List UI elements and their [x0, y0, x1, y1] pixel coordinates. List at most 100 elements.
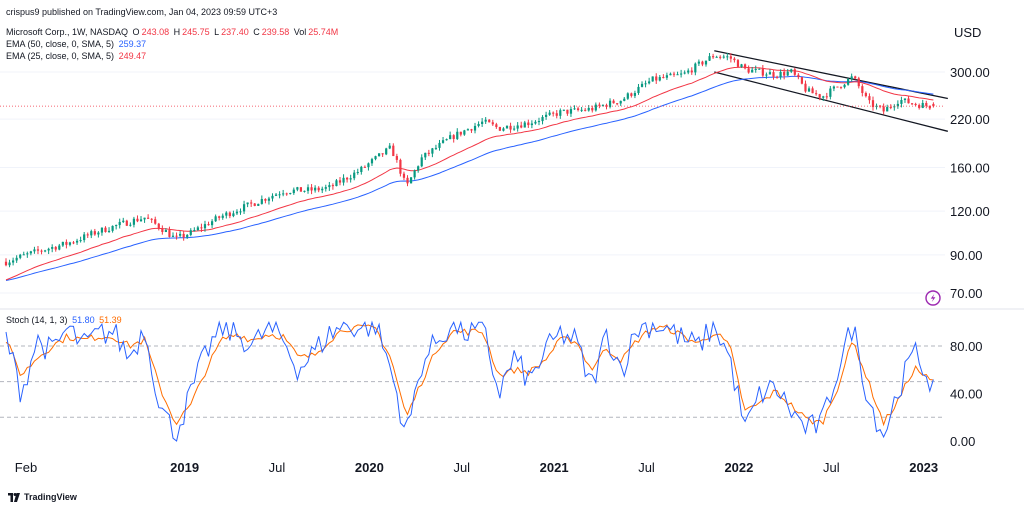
- candlestick: [896, 100, 899, 109]
- candle-body: [246, 202, 249, 205]
- candle-body: [555, 113, 558, 116]
- candle-body: [687, 70, 690, 73]
- candlestick: [829, 86, 832, 100]
- candle-body: [132, 218, 136, 225]
- candlestick: [370, 157, 374, 166]
- candlestick: [619, 100, 622, 106]
- candle-body: [676, 74, 679, 76]
- candle-body: [630, 93, 633, 96]
- candlestick: [257, 203, 260, 206]
- candlestick: [115, 224, 118, 230]
- candle-body: [520, 125, 523, 128]
- candlestick: [576, 106, 580, 112]
- candlestick: [690, 67, 693, 75]
- symbol-legend[interactable]: Microsoft Corp., 1W, NASDAQ O 243.08 H 245…: [6, 26, 340, 38]
- candle-body: [544, 114, 548, 117]
- candle-body: [790, 69, 793, 72]
- stoch-k-value: 51.80: [72, 315, 95, 325]
- candlestick: [356, 168, 359, 175]
- candlestick: [836, 86, 839, 88]
- candlestick: [573, 105, 576, 110]
- candle-body: [473, 125, 477, 131]
- candlestick: [58, 243, 61, 251]
- candlestick: [420, 154, 423, 168]
- candlestick: [687, 68, 690, 75]
- candlestick: [747, 65, 750, 74]
- candle-body: [740, 64, 743, 67]
- candle-body: [388, 145, 391, 149]
- candlestick: [658, 74, 661, 82]
- close-label: C: [253, 27, 260, 37]
- candlestick: [893, 104, 896, 111]
- candlestick: [601, 104, 605, 107]
- candlestick: [36, 245, 40, 255]
- candle-body: [743, 64, 747, 69]
- candlestick: [711, 53, 715, 59]
- candlestick: [552, 111, 555, 117]
- candle-body: [175, 235, 178, 237]
- candle-body: [122, 220, 125, 222]
- candlestick: [630, 92, 633, 98]
- candle-body: [43, 250, 47, 252]
- candle-body: [669, 73, 672, 76]
- ema50-value: 259.37: [118, 39, 147, 49]
- candlestick: [86, 232, 89, 239]
- lightning-icon[interactable]: [925, 290, 941, 306]
- candlestick: [481, 118, 484, 127]
- candle-body: [171, 235, 175, 237]
- candle-body: [235, 211, 239, 214]
- channel-lower-line: [714, 71, 949, 132]
- candle-body: [466, 129, 470, 131]
- ema50-legend[interactable]: EMA (50, close, 0, SMA, 5) 259.37: [6, 38, 148, 50]
- candle-body: [449, 135, 452, 140]
- ema25-legend[interactable]: EMA (25, close, 0, SMA, 5) 249.47: [6, 50, 148, 62]
- ema50-label: EMA (50, close, 0, SMA, 5): [6, 39, 115, 49]
- candle-body: [711, 56, 715, 58]
- candlestick: [250, 199, 253, 207]
- stoch-tick-label: 80.00: [950, 339, 983, 354]
- candle-body: [331, 185, 334, 187]
- candle-body: [225, 212, 228, 216]
- candle-body: [591, 107, 594, 111]
- candle-body: [662, 77, 665, 79]
- candlestick: [424, 152, 427, 161]
- candle-body: [161, 228, 164, 232]
- candlestick: [900, 96, 903, 108]
- candlestick: [648, 77, 651, 85]
- candlestick: [655, 73, 658, 84]
- candle-body: [502, 128, 505, 131]
- stoch-legend[interactable]: Stoch (14, 1, 3) 51.80 51.39: [6, 314, 124, 326]
- candlestick: [296, 186, 299, 192]
- candle-body: [704, 60, 708, 65]
- candle-body: [282, 193, 285, 195]
- candlestick: [306, 184, 310, 194]
- candlestick: [466, 128, 470, 131]
- candlestick: [751, 66, 754, 73]
- candle-body: [758, 68, 761, 70]
- candle-body: [918, 105, 921, 108]
- candle-body: [164, 230, 167, 232]
- candlestick: [608, 98, 612, 109]
- candlestick: [825, 92, 828, 100]
- candlestick: [189, 228, 192, 237]
- candle-body: [36, 249, 40, 251]
- candlestick: [566, 109, 569, 116]
- candlestick: [150, 218, 153, 223]
- candlestick: [537, 117, 541, 126]
- candle-body: [569, 109, 573, 114]
- candlestick: [569, 106, 573, 117]
- candle-body: [903, 98, 907, 101]
- stoch-tick-label: 0.00: [950, 434, 975, 449]
- candlestick: [637, 83, 640, 95]
- candle-body: [107, 230, 111, 233]
- candle-body: [104, 227, 107, 233]
- candlestick: [633, 90, 637, 99]
- candlestick: [175, 232, 178, 240]
- candlestick: [438, 139, 441, 151]
- candle-body: [40, 250, 43, 252]
- tradingview-footer[interactable]: TradingView: [8, 492, 77, 502]
- candlestick: [701, 60, 704, 67]
- candle-body: [228, 212, 231, 217]
- candle-body: [47, 248, 50, 251]
